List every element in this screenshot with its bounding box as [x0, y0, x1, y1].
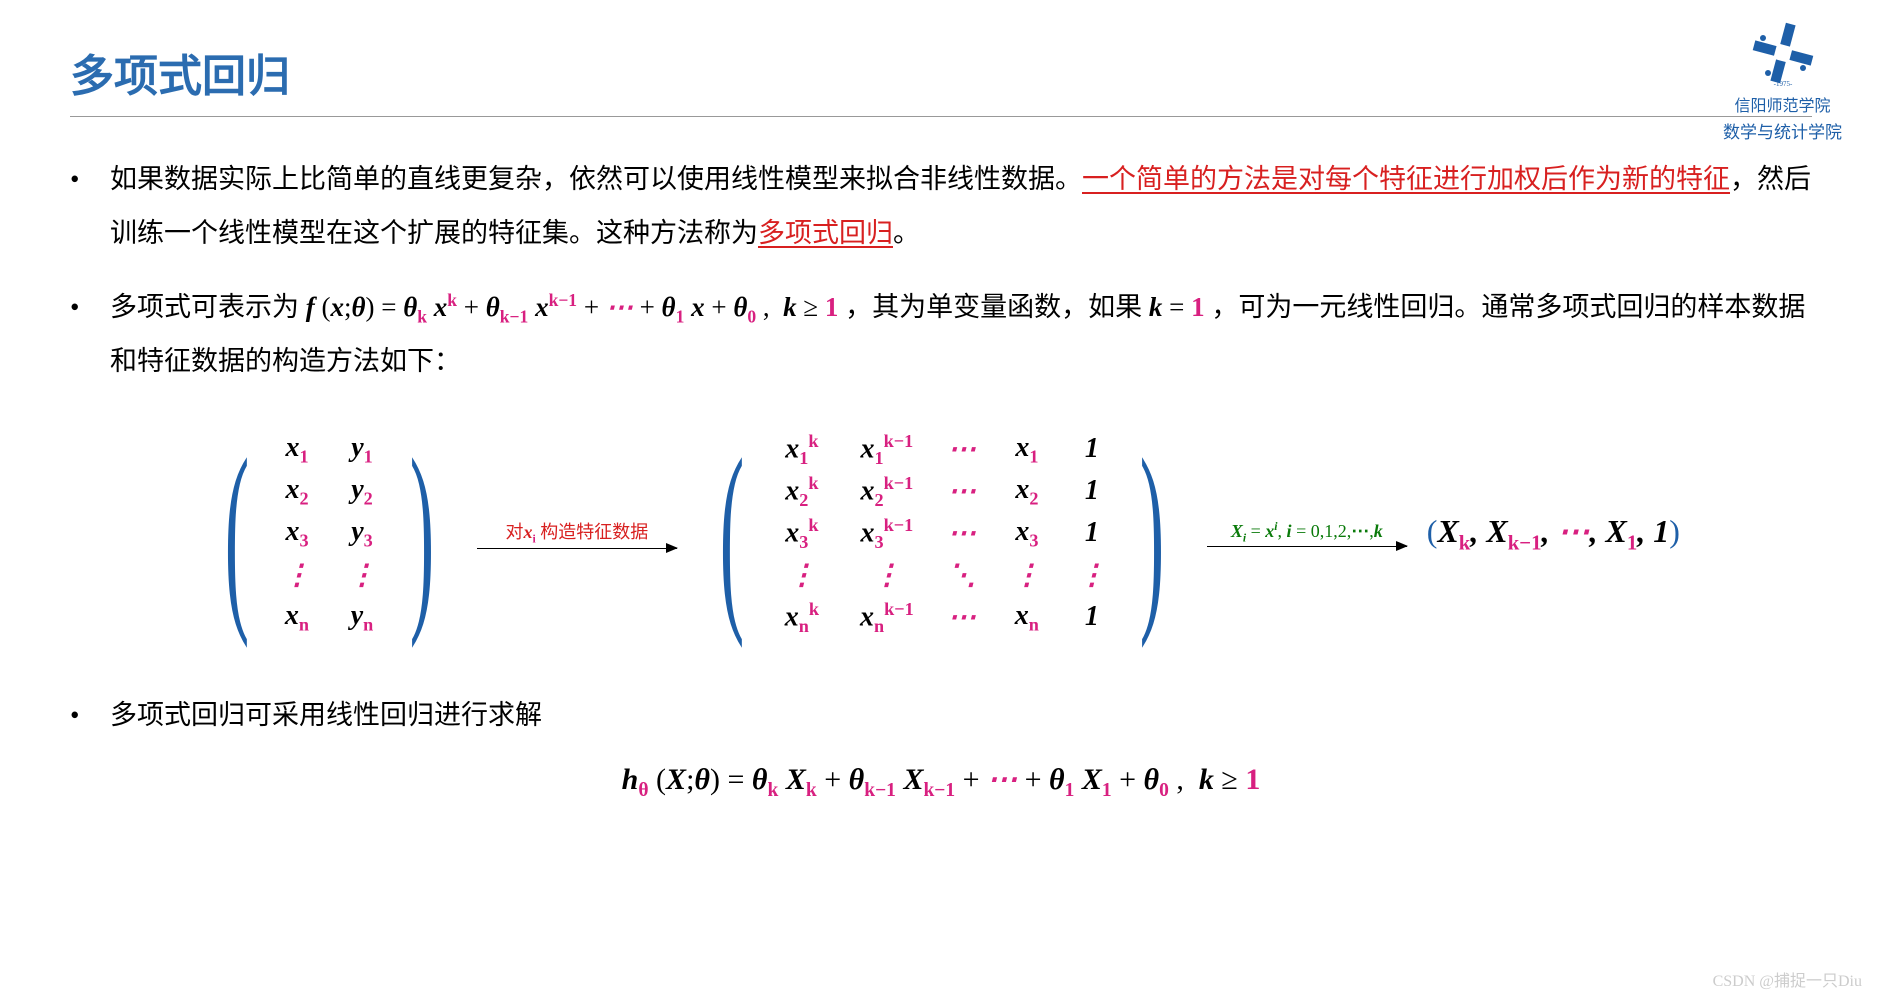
- bullet1-text-a: 如果数据实际上比简单的直线更复杂，依然可以使用线性模型来拟合非线性数据。: [110, 164, 1082, 194]
- arrow-construct-features: 对xi 构造特征数据: [477, 518, 677, 549]
- watermark: CSDN @捕捉一只Diu: [1713, 967, 1862, 991]
- slide-title: 多项式回归: [70, 40, 1812, 104]
- k-equals-1: k = 1: [1149, 292, 1205, 322]
- title-divider: [70, 116, 1812, 117]
- institution-logo: -1975- 信阳师范学院 数学与统计学院: [1723, 18, 1842, 143]
- arrow2-label: Xi = xi, i = 0,1,2,⋯,k: [1231, 520, 1383, 545]
- feature-tuple: (Xk, Xk−1, ⋯, X1, 1): [1427, 512, 1680, 555]
- bullet2-text-a: 多项式可表示为: [110, 292, 306, 322]
- arrow1-label: 对xi 构造特征数据: [506, 518, 649, 546]
- hypothesis-formula: hθ (X;θ) = θk Xk + θk−1 Xk−1 + ⋯ + θ1 X1…: [70, 762, 1812, 802]
- bullet1-highlight-1: 一个简单的方法是对每个特征进行加权后作为新的特征: [1082, 164, 1730, 194]
- arrow-define-X: Xi = xi, i = 0,1,2,⋯,k: [1207, 520, 1407, 548]
- bullet-1: 如果数据实际上比简单的直线更复杂，依然可以使用线性模型来拟合非线性数据。一个简单…: [70, 152, 1812, 260]
- bullet-3: 多项式回归可采用线性回归进行求解: [70, 688, 1812, 742]
- bullet3-text: 多项式回归可采用线性回归进行求解: [110, 700, 542, 730]
- logo-text-1: 信阳师范学院: [1723, 92, 1842, 116]
- logo-text-2: 数学与统计学院: [1723, 118, 1842, 143]
- poly-formula-inline: f (x;θ) = θk xk + θk−1 xk−1 + ⋯ + θ1 x +…: [306, 292, 845, 322]
- bullet1-text-e: 。: [893, 218, 920, 248]
- bullet2-text-b: ，其为单变量函数，如果: [845, 292, 1149, 322]
- svg-text:-1975-: -1975-: [1773, 80, 1792, 88]
- logo-icon: -1975-: [1748, 18, 1818, 88]
- sample-matrix: ( x1y1 x2y2 x3y3 ⋮⋮ xnyn ): [202, 413, 457, 653]
- bullet1-highlight-2: 多项式回归: [758, 218, 893, 248]
- feature-matrix: ( x1k x1k−1 ⋯ x1 1 x2k x2k−1 ⋯ x2 1 x3: [697, 413, 1187, 653]
- bullet-2: 多项式可表示为 f (x;θ) = θk xk + θk−1 xk−1 + ⋯ …: [70, 280, 1812, 388]
- matrix-flow-diagram: ( x1y1 x2y2 x3y3 ⋮⋮ xnyn ) 对xi 构造特征数据 ( …: [70, 413, 1812, 653]
